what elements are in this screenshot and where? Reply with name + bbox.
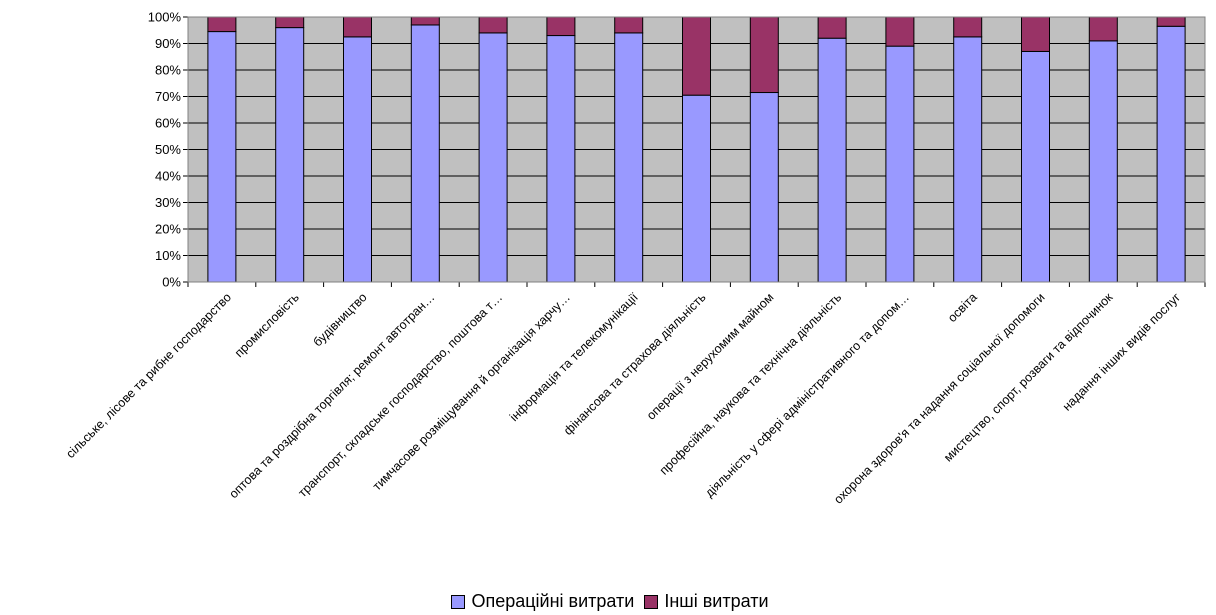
bar-segment-operating-7 [614,32,644,283]
bars [207,16,1186,283]
category-label-2: промисловість [232,290,302,360]
legend-label-other: Інші витрати [664,591,769,611]
y-tick-label: 100% [148,10,182,25]
legend-label-operating: Операційні витрати [471,591,635,611]
bar-segment-operating-6 [546,35,576,283]
bar-segment-other-15 [1156,16,1186,27]
plot-border [187,16,1206,283]
bar-segment-other-4 [410,16,440,26]
y-tick-label: 20% [155,222,181,237]
bar-segment-operating-12 [953,36,983,283]
category-labels: сільське, лісове та рибне господарствопр… [63,290,1183,507]
bar-segment-other-10 [817,16,847,39]
bar-segment-other-14 [1088,16,1118,42]
bar-segment-other-1 [207,16,237,33]
category-label-9: операції з нерухомим майном [644,290,776,422]
bar-segment-other-11 [885,16,915,47]
bar-segment-operating-3 [343,36,372,283]
bar-segment-operating-13 [1021,50,1050,283]
legend: Операційні витрати Інші витрати [0,591,1216,612]
category-label-1: сільське, лісове та рибне господарство [63,290,234,461]
y-tick-label: 10% [155,248,181,263]
legend-swatch-operating [451,594,466,609]
bar-segment-other-13 [1021,16,1050,52]
bar-segment-other-9 [749,16,779,94]
bar-segment-operating-8 [682,94,711,283]
category-label-15: надання інших видів послуг [1060,290,1184,414]
y-tick-labels: 0% 10% 20% 30% 40% 50% 60% 70% 80% 90% 100% [148,10,182,290]
category-label-12: освіта [945,290,980,325]
bar-segment-operating-10 [817,37,847,283]
bar-segment-operating-11 [885,45,915,283]
legend-swatch-other [644,594,659,609]
bar-segment-other-3 [343,16,372,38]
y-tick-label: 70% [155,89,181,104]
bar-segment-operating-15 [1156,25,1186,283]
bar-segment-operating-5 [478,32,508,283]
bar-segment-operating-9 [749,92,779,283]
bar-segment-other-2 [275,16,305,29]
category-label-3: будівництво [310,290,369,349]
bar-segment-operating-14 [1088,40,1118,283]
bar-segment-other-12 [953,16,983,38]
bar-segment-operating-2 [275,27,305,283]
bar-segment-operating-1 [207,31,237,283]
y-tick-label: 40% [155,169,181,184]
bar-segment-other-8 [682,16,711,96]
y-tick-label: 0% [162,275,181,290]
y-tick-label: 50% [155,142,181,157]
bar-segment-other-5 [478,16,508,34]
category-label-8: фінансова та страхова діяльність [561,290,709,438]
bar-segment-other-7 [614,16,644,34]
y-tick-label: 90% [155,36,181,51]
bar-segment-operating-4 [410,24,440,283]
y-tick-label: 80% [155,63,181,78]
legend-item-operating: Операційні витрати [451,591,634,612]
y-tick-label: 60% [155,116,181,131]
y-tick-label: 30% [155,195,181,210]
bar-segment-other-6 [546,16,576,37]
category-label-7: інформація та телекомунікації [507,290,641,424]
axes [183,16,1206,287]
legend-item-other: Інші витрати [644,591,769,612]
